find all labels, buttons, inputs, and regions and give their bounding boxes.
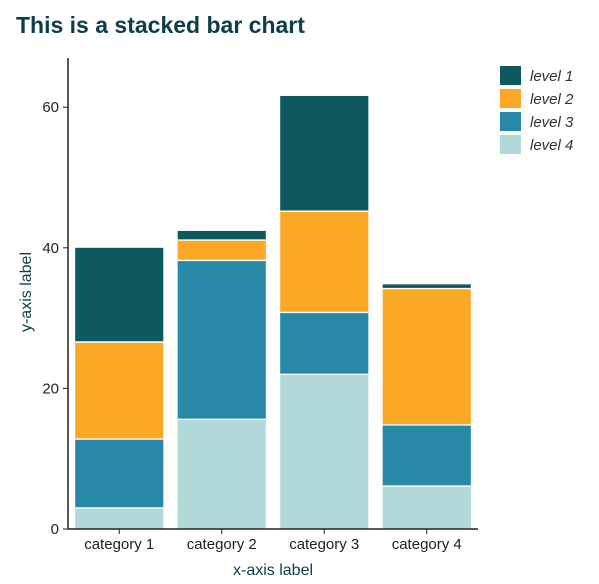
- bar-category-4-level-3: [382, 424, 471, 487]
- bar-category-1-level-2: [75, 342, 164, 440]
- legend-swatch-level-4: [500, 135, 521, 154]
- bar-category-3-level-4: [280, 374, 369, 529]
- axes-group: [67, 58, 478, 530]
- bar-category-1-level-1: [75, 247, 164, 343]
- y-tick-label: 0: [51, 521, 59, 538]
- bar-category-3-level-3: [280, 312, 369, 375]
- bar-category-2-level-1: [177, 230, 266, 241]
- x-tick-label: category 1: [84, 536, 154, 553]
- legend-label-level-4: level 4: [530, 137, 573, 154]
- bar-category-3-level-2: [280, 211, 369, 313]
- legend-swatch-level-2: [500, 89, 521, 108]
- bar-category-1-level-3: [75, 439, 164, 508]
- x-tick-label: category 4: [392, 536, 462, 553]
- legend: level 1 level 2 level 3 level 4: [500, 66, 574, 154]
- bar-category-1-level-4: [75, 507, 164, 529]
- bars-group: [75, 95, 471, 529]
- y-ticks-group: 0 20 40 60: [42, 99, 68, 538]
- legend-label-level-1: level 1: [530, 68, 573, 85]
- x-tick-label: category 3: [289, 536, 359, 553]
- legend-swatch-level-1: [500, 66, 521, 85]
- bar-category-3-level-1: [280, 95, 369, 212]
- bar-category-4-level-2: [382, 288, 471, 425]
- bar-category-2-level-4: [177, 419, 266, 529]
- x-tick-label: category 2: [187, 536, 257, 553]
- legend-swatch-level-3: [500, 112, 521, 131]
- bar-category-4-level-4: [382, 486, 471, 529]
- legend-label-level-2: level 2: [530, 91, 574, 108]
- bar-category-2-level-2: [177, 240, 266, 261]
- x-axis-label: x-axis label: [233, 562, 313, 579]
- x-ticks-group: category 1 category 2 category 3 category 4: [84, 529, 462, 553]
- y-tick-label: 40: [42, 240, 59, 257]
- y-axis-label: y-axis label: [18, 252, 35, 332]
- y-tick-label: 60: [42, 99, 59, 116]
- y-tick-label: 20: [42, 380, 59, 397]
- legend-label-level-3: level 3: [530, 114, 574, 131]
- bar-category-4-level-1: [382, 284, 471, 289]
- chart-title: This is a stacked bar chart: [16, 12, 305, 38]
- bar-category-2-level-3: [177, 260, 266, 420]
